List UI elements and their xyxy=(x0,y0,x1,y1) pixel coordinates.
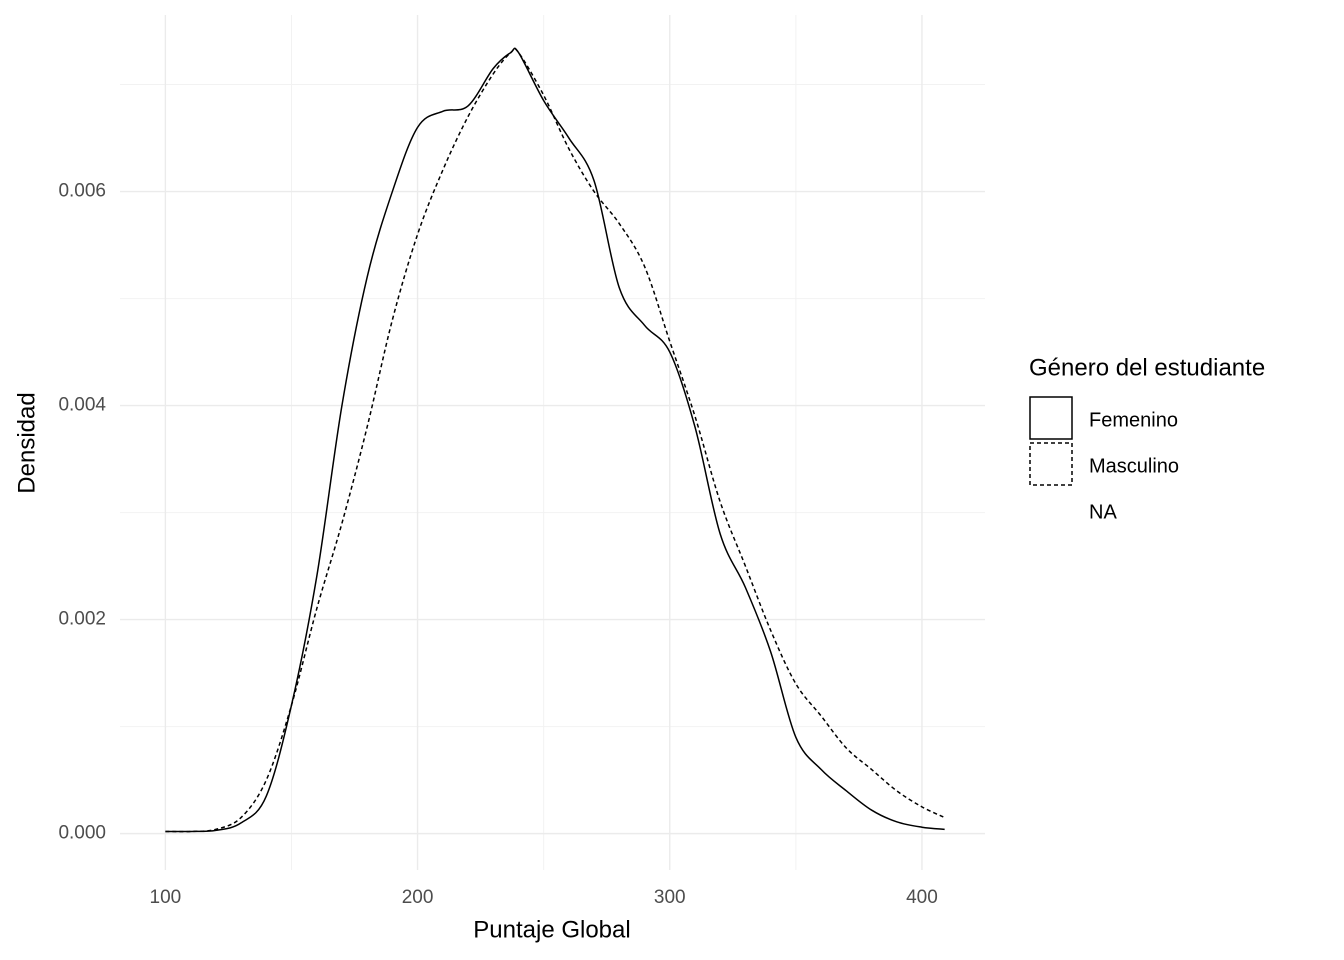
density-line xyxy=(165,47,945,833)
legend-label: NA xyxy=(1089,501,1117,523)
legend-label: Masculino xyxy=(1089,455,1179,477)
y-tick-label: 0.002 xyxy=(58,609,106,630)
density-line xyxy=(165,47,945,833)
x-axis-title: Puntaje Global xyxy=(473,916,630,943)
x-tick-label: 100 xyxy=(150,887,182,908)
y-tick-label: 0.000 xyxy=(58,823,106,844)
x-tick-label: 300 xyxy=(654,887,686,908)
y-axis-title: Densidad xyxy=(13,392,40,493)
y-tick-label: 0.006 xyxy=(58,181,106,202)
x-tick-label: 200 xyxy=(402,887,434,908)
x-tick-label: 400 xyxy=(906,887,938,908)
legend-key xyxy=(1029,396,1073,440)
legend-title: Género del estudiante xyxy=(1029,354,1265,381)
y-tick-label: 0.004 xyxy=(58,395,106,416)
legend-label: Femenino xyxy=(1089,409,1178,431)
legend-key xyxy=(1029,442,1073,486)
